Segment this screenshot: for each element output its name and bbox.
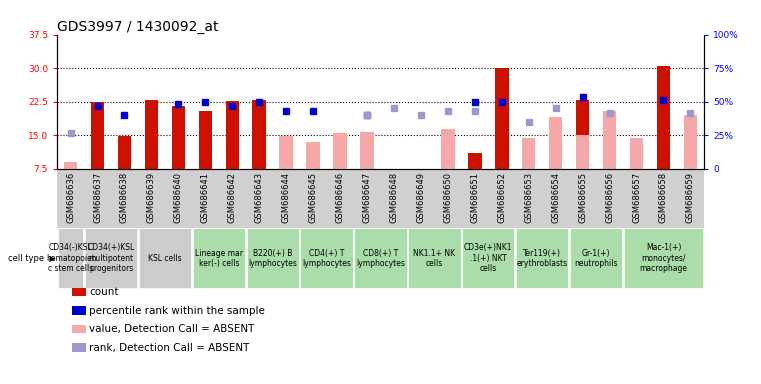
- Bar: [253, 101, 266, 169]
- Text: CD3e(+)NK1
.1(+) NKT
cells: CD3e(+)NK1 .1(+) NKT cells: [464, 243, 513, 273]
- Bar: [225, 101, 239, 169]
- Bar: [657, 66, 670, 169]
- Text: CD4(+) T
lymphocytes: CD4(+) T lymphocytes: [302, 248, 351, 268]
- Bar: [91, 102, 104, 169]
- Text: CD34(+)KSL
multipotent
progenitors: CD34(+)KSL multipotent progenitors: [88, 243, 135, 273]
- Bar: [576, 136, 589, 169]
- Bar: [199, 111, 212, 169]
- Bar: [441, 129, 454, 169]
- Text: percentile rank within the sample: percentile rank within the sample: [89, 306, 265, 316]
- Text: Gr-1(+)
neutrophils: Gr-1(+) neutrophils: [575, 248, 618, 268]
- Bar: [468, 153, 482, 169]
- Bar: [279, 136, 293, 169]
- Bar: [360, 132, 374, 169]
- Bar: [333, 133, 347, 169]
- Text: count: count: [89, 287, 119, 297]
- Text: B220(+) B
lymphocytes: B220(+) B lymphocytes: [248, 248, 297, 268]
- Bar: [118, 136, 131, 169]
- Text: KSL cells: KSL cells: [148, 254, 182, 263]
- Bar: [495, 68, 508, 169]
- Bar: [145, 101, 158, 169]
- Text: CD8(+) T
lymphocytes: CD8(+) T lymphocytes: [356, 248, 405, 268]
- Text: value, Detection Call = ABSENT: value, Detection Call = ABSENT: [89, 324, 254, 334]
- Bar: [307, 142, 320, 169]
- Bar: [603, 111, 616, 169]
- Bar: [683, 115, 697, 169]
- Bar: [522, 137, 536, 169]
- Bar: [630, 137, 643, 169]
- Text: GDS3997 / 1430092_at: GDS3997 / 1430092_at: [57, 20, 218, 33]
- Text: Mac-1(+)
monocytes/
macrophage: Mac-1(+) monocytes/ macrophage: [639, 243, 687, 273]
- Text: cell type  ▶: cell type ▶: [8, 254, 56, 263]
- Text: CD34(-)KSL
hematopoiet
c stem cells: CD34(-)KSL hematopoiet c stem cells: [46, 243, 95, 273]
- Text: Ter119(+)
erythroblasts: Ter119(+) erythroblasts: [517, 248, 568, 268]
- Bar: [576, 99, 589, 169]
- Text: rank, Detection Call = ABSENT: rank, Detection Call = ABSENT: [89, 343, 250, 353]
- Bar: [64, 162, 78, 169]
- Text: NK1.1+ NK
cells: NK1.1+ NK cells: [413, 248, 456, 268]
- Text: Lineage mar
ker(-) cells: Lineage mar ker(-) cells: [195, 248, 243, 268]
- Bar: [549, 118, 562, 169]
- Bar: [172, 106, 185, 169]
